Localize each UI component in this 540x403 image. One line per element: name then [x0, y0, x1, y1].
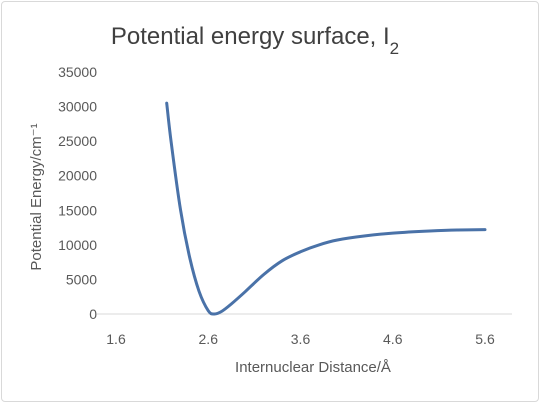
- y-tick-label: 0: [89, 306, 97, 322]
- chart-title: Potential energy surface, I2: [111, 23, 399, 58]
- series-line-potential-energy: [165, 101, 487, 316]
- y-axis-tick-labels: 0 5000 10000 15000 20000 25000 30000 35000: [58, 64, 97, 322]
- y-tick-label: 5000: [66, 271, 97, 287]
- y-tick-label: 35000: [58, 64, 97, 80]
- x-tick-label: 1.6: [106, 331, 126, 347]
- x-axis-tick-labels: 1.6 2.6 3.6 4.6 5.6: [106, 331, 495, 347]
- x-tick-label: 4.6: [383, 331, 403, 347]
- chart-title-subscript: 2: [390, 39, 399, 58]
- x-tick-label: 5.6: [475, 331, 495, 347]
- x-axis-title: Internuclear Distance/Å: [235, 359, 391, 376]
- y-tick-label: 30000: [58, 99, 97, 115]
- y-tick-label: 25000: [58, 133, 97, 149]
- x-tick-label: 2.6: [199, 331, 219, 347]
- y-tick-label: 20000: [58, 168, 97, 184]
- y-tick-label: 15000: [58, 202, 97, 218]
- y-tick-label: 10000: [58, 237, 97, 253]
- x-tick-label: 3.6: [291, 331, 311, 347]
- y-axis-title: Potential Energy/cm⁻¹: [28, 123, 45, 270]
